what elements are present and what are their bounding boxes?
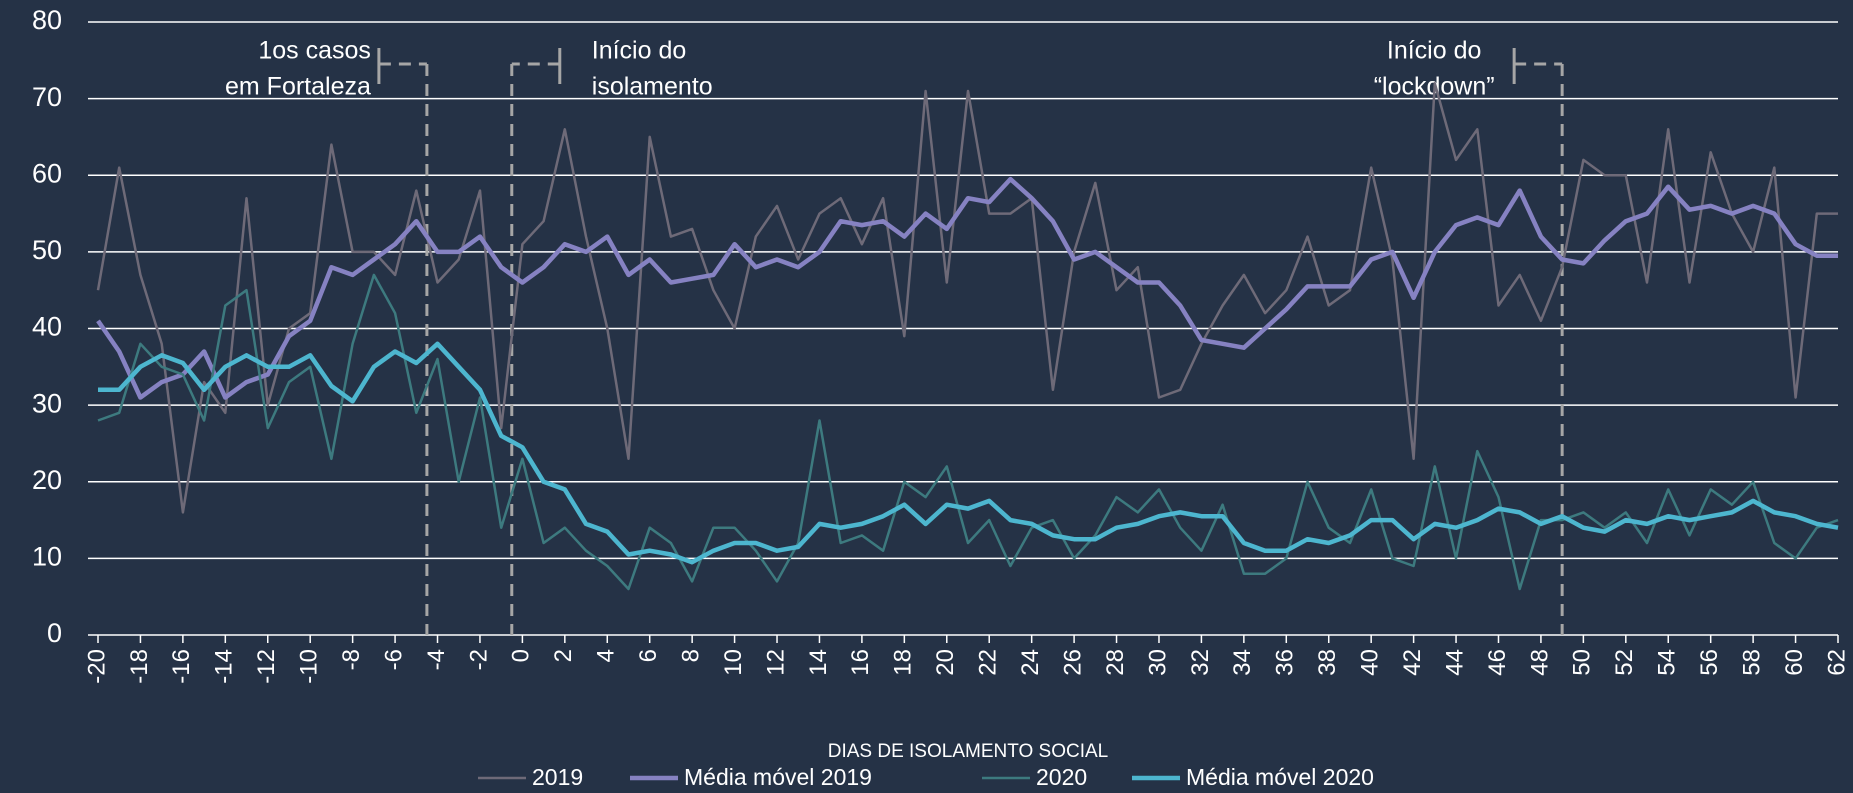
x-tick-label: -18	[126, 649, 153, 684]
x-tick-label: 4	[593, 649, 620, 662]
x-tick-label: 16	[847, 649, 874, 676]
x-tick-label: 58	[1738, 649, 1765, 676]
x-tick-label: 36	[1272, 649, 1299, 676]
x-tick-label: 8	[677, 649, 704, 662]
x-tick-label: 46	[1484, 649, 1511, 676]
y-tick-label: 40	[32, 312, 62, 342]
x-tick-label: 32	[1187, 649, 1214, 676]
x-tick-label: 38	[1314, 649, 1341, 676]
legend-label: Média móvel 2019	[684, 764, 872, 790]
y-tick-label: 70	[32, 82, 62, 112]
y-tick-label: 30	[32, 388, 62, 418]
y-tick-label: 50	[32, 235, 62, 265]
x-tick-label: 26	[1059, 649, 1086, 676]
annotation-text: Início do	[1387, 37, 1482, 65]
y-tick-label: 10	[32, 542, 62, 572]
x-tick-label: 48	[1526, 649, 1553, 676]
x-tick-label: 24	[1017, 649, 1044, 676]
x-tick-label: 40	[1357, 649, 1384, 676]
x-tick-label: 62	[1823, 649, 1850, 676]
series-line	[96, 82, 1838, 514]
x-tick-label: 54	[1654, 649, 1681, 676]
x-tick-label: 18	[890, 649, 917, 676]
annotation-text: 1os casos	[258, 37, 371, 65]
y-tick-label: 20	[32, 465, 62, 495]
x-tick-label: 28	[1102, 649, 1129, 676]
y-tick-label: 80	[32, 5, 62, 35]
x-tick-label: 20	[932, 649, 959, 676]
series-line	[98, 341, 1839, 565]
series-line	[96, 176, 1838, 400]
annotation-text: em Fortaleza	[225, 73, 371, 101]
x-tick-label: -6	[380, 649, 407, 670]
annotation-text: isolamento	[592, 73, 713, 101]
x-tick-label: 10	[720, 649, 747, 676]
x-tick-label: -10	[296, 649, 323, 684]
x-tick-label: 12	[762, 649, 789, 676]
x-tick-label: -4	[423, 649, 450, 670]
x-tick-label: -12	[253, 649, 280, 684]
x-tick-label: 42	[1399, 649, 1426, 676]
x-tick-label: 0	[508, 649, 535, 662]
x-tick-label: 14	[805, 649, 832, 676]
x-tick-label: 2	[550, 649, 577, 662]
y-tick-label: 60	[32, 158, 62, 188]
x-tick-label: -2	[465, 649, 492, 670]
legend-label: 2020	[1036, 764, 1087, 790]
legend-label: 2019	[532, 764, 583, 790]
x-tick-label: -16	[168, 649, 195, 684]
x-tick-label: 34	[1229, 649, 1256, 676]
x-tick-label: 52	[1611, 649, 1638, 676]
x-tick-label: 44	[1441, 649, 1468, 676]
x-tick-label: -14	[211, 649, 238, 684]
legend-label: Média móvel 2020	[1186, 764, 1374, 790]
y-tick-label: 0	[47, 618, 62, 648]
x-tick-label: 56	[1696, 649, 1723, 676]
x-tick-label: 30	[1144, 649, 1171, 676]
x-tick-label: 6	[635, 649, 662, 662]
x-tick-label: 22	[975, 649, 1002, 676]
x-tick-label: 60	[1781, 649, 1808, 676]
x-tick-label: 50	[1569, 649, 1596, 676]
x-tick-label: -20	[83, 649, 110, 684]
annotation-text: Início do	[592, 37, 687, 65]
x-tick-label: -8	[338, 649, 365, 670]
x-axis-label: DIAS DE ISOLAMENTO SOCIAL	[828, 741, 1109, 762]
